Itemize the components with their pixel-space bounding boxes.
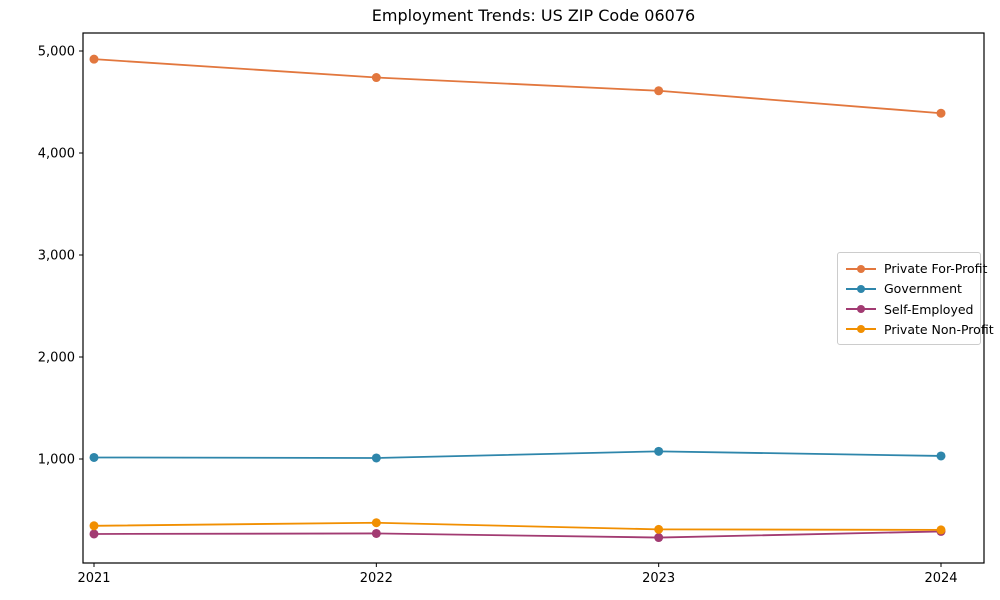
data-point-marker <box>654 446 664 456</box>
x-tick-label: 2022 <box>360 571 393 586</box>
series-line <box>93 530 942 539</box>
y-tick-label: 1,000 <box>38 453 75 468</box>
legend-label: Government <box>884 281 962 297</box>
data-point-marker <box>654 86 664 96</box>
data-point-marker <box>936 451 946 461</box>
x-tick-label: 2023 <box>642 571 675 586</box>
y-tick-label: 2,000 <box>38 351 75 366</box>
legend-swatch-icon <box>846 284 876 294</box>
series-government <box>89 446 946 463</box>
x-tick-label: 2021 <box>77 571 110 586</box>
series-line <box>93 58 942 115</box>
data-point-marker <box>654 533 664 543</box>
data-point-marker <box>371 73 381 83</box>
series-private-for-profit <box>89 54 946 118</box>
plot-border <box>82 32 985 564</box>
legend-item-private-for-profit: Private For-Profit <box>846 259 987 278</box>
x-axis: 2021 2022 2023 2024 <box>77 563 958 586</box>
data-point-marker <box>371 453 381 463</box>
data-point-marker <box>89 529 99 539</box>
y-tick-label: 4,000 <box>38 147 75 162</box>
y-tick-label: 3,000 <box>38 249 75 264</box>
x-tick-label: 2024 <box>924 571 957 586</box>
data-point-marker <box>89 521 99 531</box>
y-tick-label: 5,000 <box>38 45 75 60</box>
series-line <box>93 521 942 531</box>
legend-swatch-icon <box>846 264 876 274</box>
legend-item-government: Government <box>846 279 972 298</box>
y-axis: 1,000 2,000 3,000 4,000 5,000 <box>38 45 83 468</box>
series-line <box>93 450 942 459</box>
data-point-marker <box>371 518 381 528</box>
legend-swatch-icon <box>846 304 876 314</box>
legend: Private For-Profit Government Self-Emplo… <box>837 252 994 345</box>
legend-label: Private For-Profit <box>884 261 988 276</box>
legend-label: Self-Employed <box>884 301 974 317</box>
series-private-non-profit <box>89 518 946 535</box>
legend-item-self-employed: Self-Employed <box>846 300 974 319</box>
data-point-marker <box>936 108 946 118</box>
data-point-marker <box>371 528 381 538</box>
legend-item-private-non-profit: Private Non-Profit <box>846 320 994 339</box>
data-point-marker <box>89 452 99 462</box>
chart-title: Employment Trends: US ZIP Code 06076 <box>371 6 696 25</box>
legend-swatch-icon <box>846 324 876 334</box>
data-point-marker <box>936 525 946 535</box>
legend-label: Private Non-Profit <box>884 321 994 337</box>
data-point-marker <box>89 54 99 64</box>
data-point-marker <box>654 524 664 534</box>
